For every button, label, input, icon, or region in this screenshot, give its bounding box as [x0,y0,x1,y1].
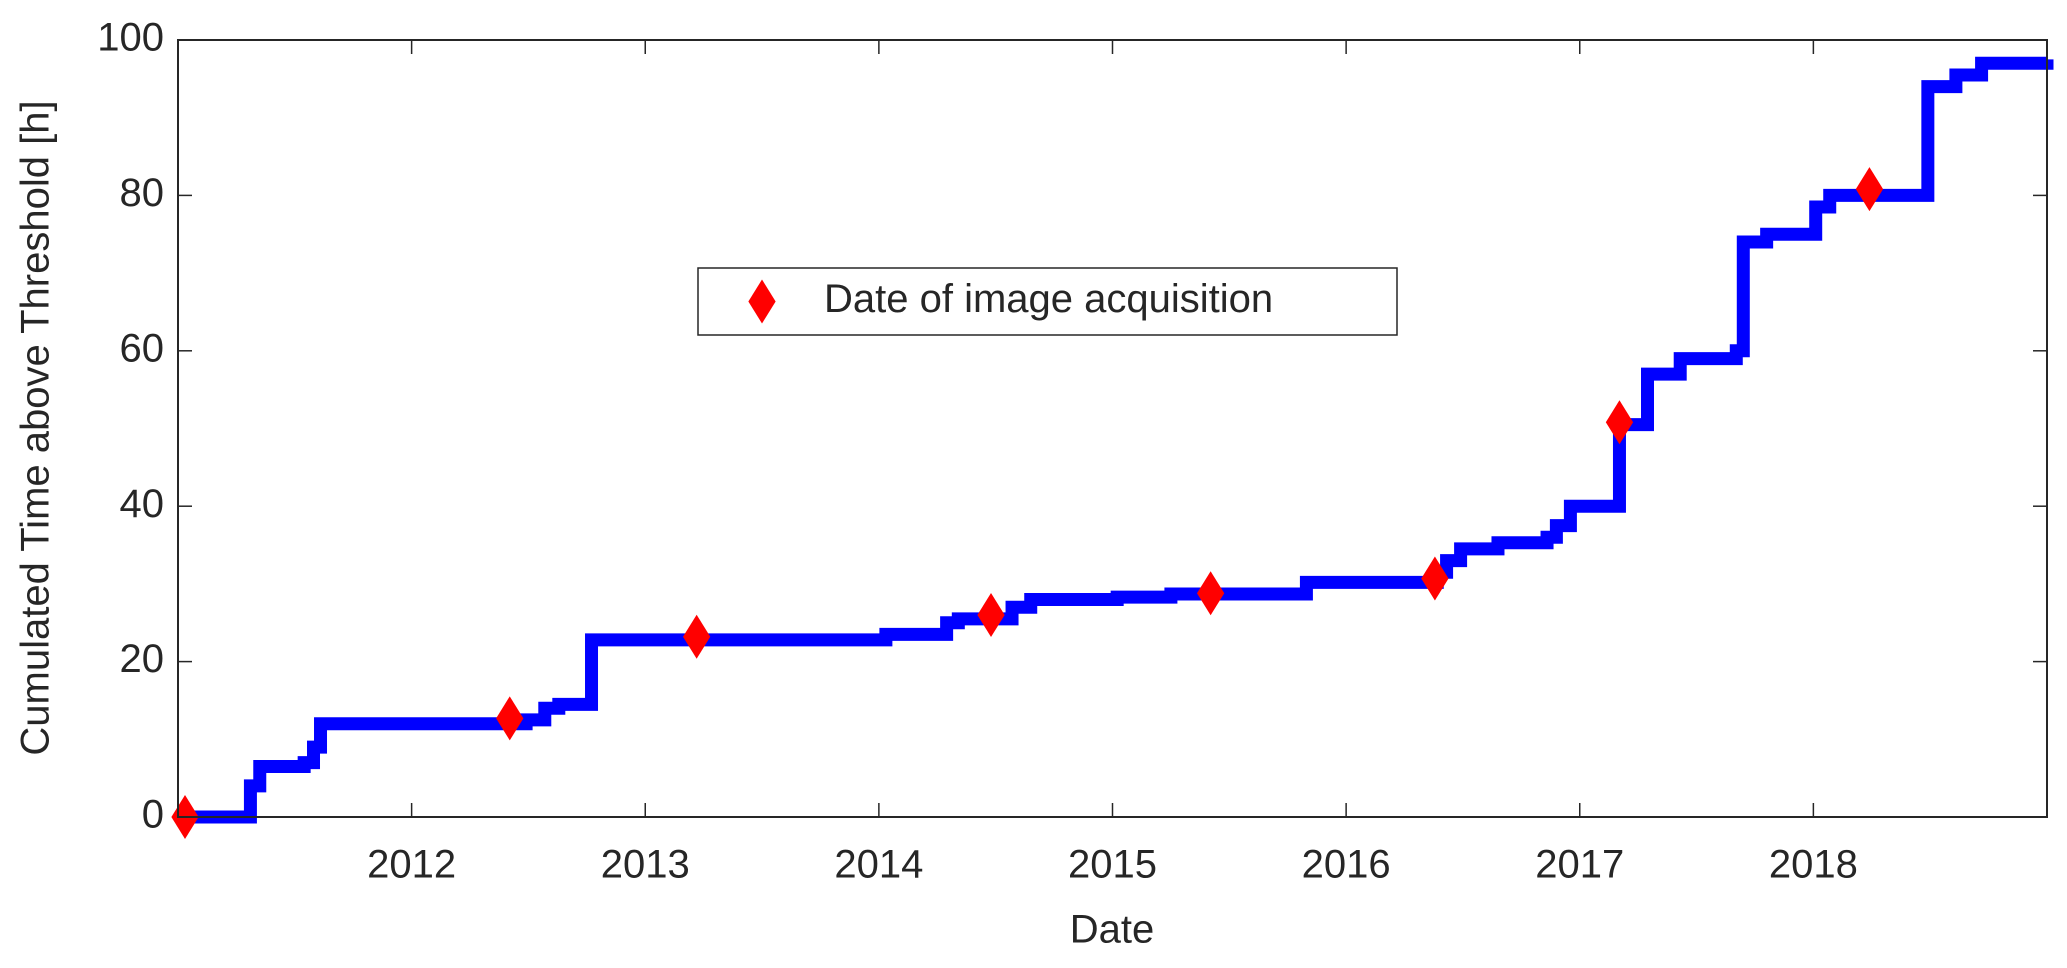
plot-frame [177,39,2048,818]
marker [1196,571,1225,616]
line [178,56,2054,824]
x-tick-label: 2013 [601,843,690,887]
y-tick-label: 80 [120,171,165,215]
x-tick-label: 2016 [1302,843,1391,887]
x-tick-label: 2018 [1769,843,1858,887]
legend-marker [748,279,776,324]
marker [496,696,524,741]
marker [1855,167,1884,212]
x-tick-label: 2014 [834,843,923,887]
x-tick-label: 2017 [1535,843,1624,887]
marker [1421,556,1449,601]
y-tick-label: 100 [97,16,164,60]
marker [977,592,1005,637]
y-tick-label: 0 [142,793,164,837]
x-axis-label: Date [1070,908,1155,952]
marker [683,614,711,659]
y-tick-label: 20 [120,637,165,681]
x-tick-label: 2012 [367,843,456,887]
y-tick-label: 40 [120,482,165,526]
y-tick-label: 60 [120,326,165,370]
marker [1605,400,1634,445]
legend-label: Date of image acquisition [824,277,1273,321]
y-axis-label: Cumulated Time above Threshold [h] [14,100,58,755]
x-tick-label: 2015 [1068,843,1157,887]
legend-box [697,267,1398,336]
